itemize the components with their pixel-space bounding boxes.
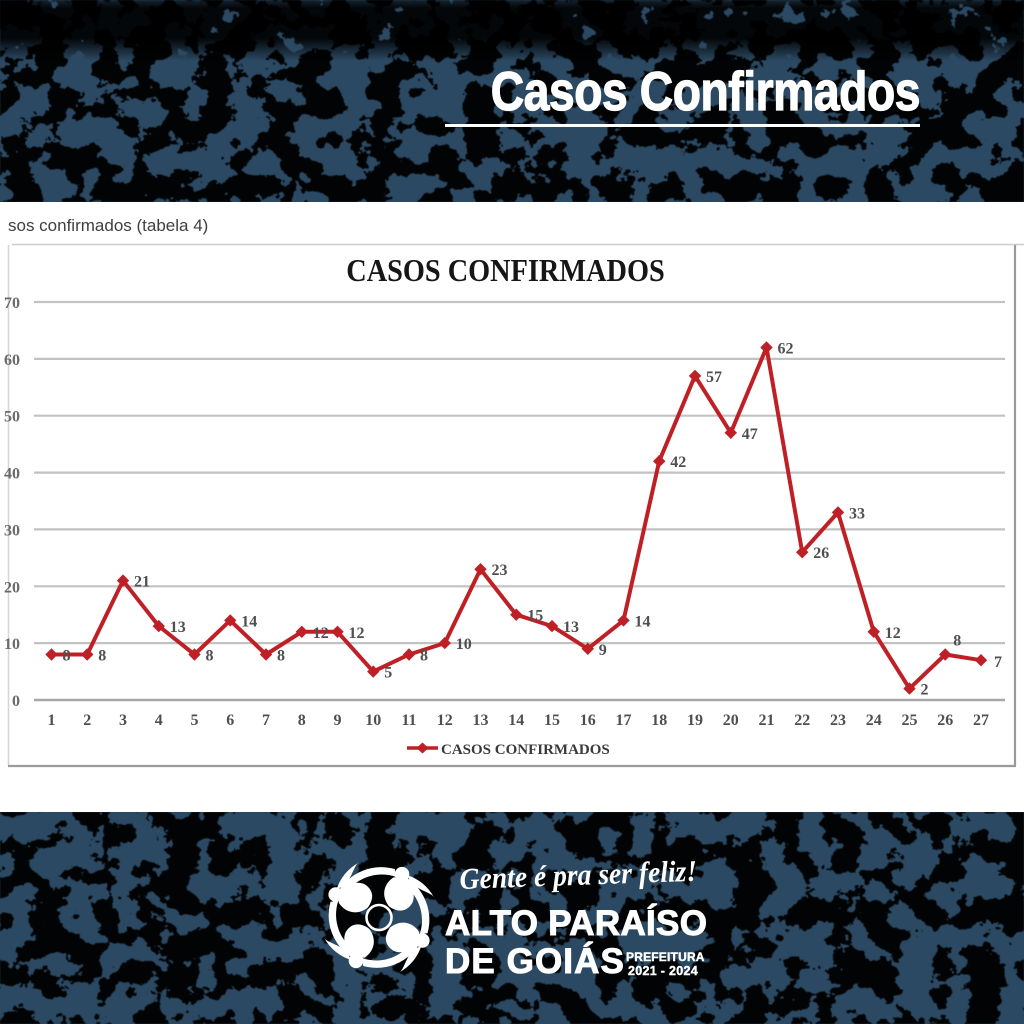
svg-text:0: 0 (12, 693, 20, 710)
svg-text:27: 27 (973, 712, 989, 729)
svg-text:17: 17 (616, 712, 632, 729)
svg-text:10: 10 (365, 712, 381, 729)
svg-text:21: 21 (759, 712, 775, 729)
svg-text:25: 25 (902, 712, 918, 729)
svg-text:22: 22 (794, 712, 810, 729)
svg-text:47: 47 (742, 426, 758, 443)
svg-text:20: 20 (723, 712, 739, 729)
svg-text:23: 23 (492, 562, 508, 579)
svg-text:CASOS CONFIRMADOS: CASOS CONFIRMADOS (346, 252, 665, 288)
svg-text:12: 12 (349, 625, 365, 642)
svg-text:13: 13 (473, 712, 489, 729)
svg-text:26: 26 (937, 712, 953, 729)
svg-text:24: 24 (866, 712, 882, 729)
svg-text:8: 8 (206, 648, 214, 665)
svg-text:50: 50 (4, 409, 20, 426)
svg-text:19: 19 (687, 712, 703, 729)
svg-text:8: 8 (298, 712, 306, 729)
svg-text:11: 11 (401, 712, 416, 729)
svg-text:6: 6 (226, 712, 234, 729)
svg-text:14: 14 (508, 712, 524, 729)
svg-text:20: 20 (4, 579, 20, 596)
svg-text:8: 8 (420, 648, 428, 665)
svg-text:9: 9 (334, 712, 342, 729)
svg-text:3: 3 (119, 712, 127, 729)
svg-text:62: 62 (778, 341, 794, 358)
svg-text:30: 30 (4, 522, 20, 539)
svg-text:33: 33 (849, 505, 865, 522)
svg-text:42: 42 (670, 454, 686, 471)
svg-text:9: 9 (599, 642, 607, 659)
svg-text:16: 16 (580, 712, 596, 729)
svg-text:12: 12 (885, 625, 901, 642)
svg-text:70: 70 (4, 295, 20, 312)
svg-text:57: 57 (706, 369, 722, 386)
svg-text:15: 15 (544, 712, 560, 729)
svg-text:sos confirmados (tabela 4): sos confirmados (tabela 4) (8, 216, 208, 235)
svg-text:4: 4 (155, 712, 163, 729)
svg-text:15: 15 (527, 608, 543, 625)
svg-text:CASOS CONFIRMADOS: CASOS CONFIRMADOS (441, 742, 610, 758)
svg-text:40: 40 (4, 466, 20, 483)
svg-text:2: 2 (921, 682, 929, 699)
svg-text:60: 60 (4, 352, 20, 369)
svg-text:26: 26 (813, 545, 829, 562)
svg-text:12: 12 (437, 712, 453, 729)
svg-text:13: 13 (563, 619, 579, 636)
svg-text:8: 8 (63, 648, 71, 665)
svg-text:2: 2 (83, 712, 91, 729)
svg-text:8: 8 (98, 648, 106, 665)
svg-text:5: 5 (384, 665, 392, 682)
svg-text:12: 12 (313, 625, 329, 642)
svg-text:1: 1 (48, 712, 56, 729)
svg-text:10: 10 (4, 636, 20, 653)
svg-text:7: 7 (994, 654, 1002, 671)
svg-text:8: 8 (277, 648, 285, 665)
svg-text:7: 7 (262, 712, 270, 729)
svg-text:14: 14 (635, 613, 651, 630)
svg-text:10: 10 (456, 636, 472, 653)
svg-text:5: 5 (191, 712, 199, 729)
svg-text:14: 14 (241, 613, 257, 630)
svg-text:23: 23 (830, 712, 846, 729)
svg-text:18: 18 (651, 712, 667, 729)
svg-text:21: 21 (134, 574, 150, 591)
svg-text:13: 13 (170, 619, 186, 636)
svg-text:8: 8 (953, 633, 961, 650)
